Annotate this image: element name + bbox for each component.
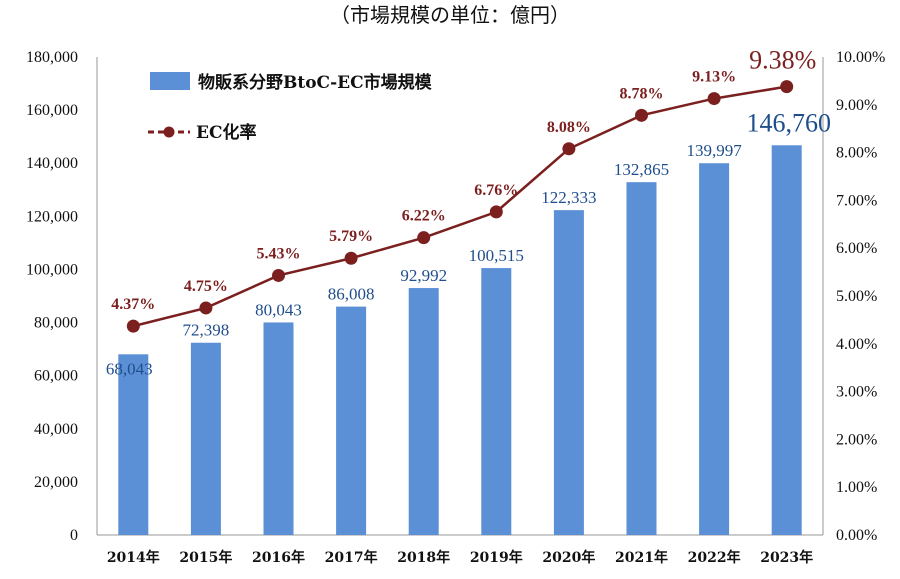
- bar: [771, 145, 802, 535]
- bar: [336, 306, 367, 535]
- rate-value-label: 5.43%: [257, 245, 301, 262]
- rate-point: [272, 268, 285, 282]
- x-tick-label: 2020年: [542, 549, 595, 566]
- rate-value-label: 8.08%: [547, 119, 591, 136]
- right-tick-label: 7.00%: [836, 192, 877, 209]
- rate-value-label: 4.37%: [111, 296, 155, 313]
- rate-value-label: 6.76%: [474, 182, 518, 199]
- left-tick-label: 60,000: [34, 368, 78, 385]
- left-tick-label: 140,000: [26, 155, 78, 172]
- rate-point: [562, 142, 576, 156]
- bar-value-label: 86,008: [328, 285, 375, 304]
- bar: [553, 210, 584, 535]
- rate-point: [344, 251, 358, 265]
- unit-note: （市場規模の単位：億円）: [330, 3, 570, 27]
- left-tick-label: 80,000: [34, 315, 78, 332]
- left-y-axis: 0 20,000 40,000 60,000 80,000 100,000 120,000 1…: [26, 49, 98, 544]
- rate-line: [132, 85, 787, 328]
- bar-value-label: 80,043: [255, 300, 302, 319]
- right-tick-label: 2.00%: [836, 431, 877, 448]
- left-tick-label: 100,000: [26, 261, 78, 278]
- x-axis: 2014年 2015年 2016年 2017年 2018年 2019年 2020年 2021年…: [97, 534, 823, 566]
- x-tick-label: 2014年: [107, 549, 160, 566]
- bar: [699, 163, 730, 535]
- left-tick-label: 160,000: [26, 102, 78, 119]
- left-tick-label: 0: [70, 527, 78, 544]
- x-tick-label: 2017年: [325, 549, 378, 566]
- rate-point: [780, 80, 794, 94]
- rate-value-label: 9.38%: [749, 46, 816, 75]
- x-tick-label: 2023年: [760, 549, 813, 566]
- right-tick-label: 10.00%: [836, 49, 885, 66]
- left-tick-label: 120,000: [26, 208, 78, 225]
- left-tick-label: 40,000: [34, 421, 78, 438]
- rate-point: [635, 108, 648, 122]
- bar-value-label: 92,992: [400, 266, 447, 285]
- right-tick-label: 0.00%: [836, 527, 877, 544]
- x-tick-label: 2021年: [615, 549, 668, 566]
- bar-value-label: 146,760: [746, 108, 831, 137]
- legend-bar-swatch: [150, 72, 190, 90]
- right-tick-label: 9.00%: [836, 97, 877, 114]
- bar-value-label: 132,865: [614, 160, 669, 179]
- right-tick-label: 1.00%: [836, 479, 877, 496]
- bar-value-label: 139,997: [686, 141, 742, 160]
- x-tick-label: 2019年: [470, 549, 523, 566]
- legend-line-marker: [163, 126, 175, 138]
- bar: [626, 182, 657, 535]
- rate-value-label: 8.78%: [620, 85, 664, 102]
- bar-series: 68,043 72,398 80,043 86,008 92,992 100,515 122…: [106, 108, 831, 535]
- right-y-axis: 0.00% 1.00% 2.00% 3.00% 4.00% 5.00% 6.00% 7.00%…: [822, 49, 885, 544]
- rate-value-label: 4.75%: [184, 278, 228, 295]
- bar: [263, 322, 294, 535]
- bar: [190, 342, 221, 535]
- right-tick-label: 5.00%: [836, 288, 877, 305]
- x-tick-label: 2018年: [397, 549, 450, 566]
- bar: [408, 288, 439, 535]
- right-tick-label: 6.00%: [836, 240, 877, 257]
- right-tick-label: 8.00%: [836, 145, 877, 162]
- bar: [118, 354, 149, 535]
- line-series: 4.37% 4.75% 5.43% 5.79% 6.22% 6.76% 8.08% 8.78%…: [111, 46, 816, 333]
- x-tick-label: 2016年: [252, 549, 305, 566]
- right-tick-label: 4.00%: [836, 336, 877, 353]
- legend-line-label: EC化率: [196, 122, 257, 143]
- legend: 物販系分野BtoC-EC市場規模 EC化率: [148, 72, 433, 143]
- right-tick-label: 3.00%: [836, 384, 877, 401]
- left-tick-label: 20,000: [34, 474, 78, 491]
- x-tick-label: 2022年: [688, 549, 741, 566]
- bar-value-label: 68,043: [106, 359, 153, 378]
- legend-bar-label: 物販系分野BtoC-EC市場規模: [198, 72, 433, 93]
- bar-value-label: 100,515: [469, 246, 524, 265]
- left-tick-label: 180,000: [26, 49, 78, 66]
- bar: [481, 268, 512, 535]
- rate-point: [126, 319, 140, 333]
- rate-value-label: 9.13%: [692, 69, 736, 86]
- rate-value-label: 6.22%: [402, 208, 446, 225]
- rate-point: [707, 92, 721, 106]
- rate-point: [489, 205, 503, 219]
- rate-value-label: 5.79%: [329, 228, 373, 245]
- bar-value-label: 72,398: [183, 321, 230, 340]
- x-tick-label: 2015年: [179, 549, 232, 566]
- bar-value-label: 122,333: [541, 188, 596, 207]
- rate-point: [199, 301, 213, 315]
- rate-point: [417, 231, 431, 245]
